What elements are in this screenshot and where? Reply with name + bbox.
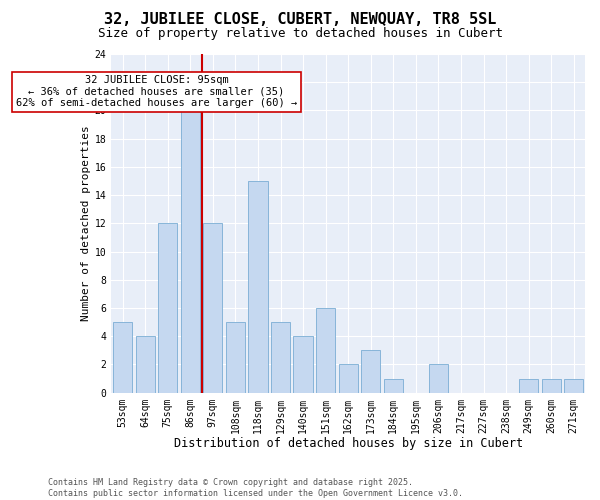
Bar	[248, 181, 268, 392]
Bar	[113, 322, 132, 392]
Bar	[383, 378, 403, 392]
Bar	[203, 224, 223, 392]
X-axis label: Distribution of detached houses by size in Cubert: Distribution of detached houses by size …	[173, 437, 523, 450]
Bar	[271, 322, 290, 392]
Text: 32, JUBILEE CLOSE, CUBERT, NEWQUAY, TR8 5SL: 32, JUBILEE CLOSE, CUBERT, NEWQUAY, TR8 …	[104, 12, 496, 28]
Text: 32 JUBILEE CLOSE: 95sqm
← 36% of detached houses are smaller (35)
62% of semi-de: 32 JUBILEE CLOSE: 95sqm ← 36% of detache…	[16, 75, 297, 108]
Bar	[564, 378, 583, 392]
Bar	[361, 350, 380, 393]
Y-axis label: Number of detached properties: Number of detached properties	[80, 126, 91, 321]
Bar	[542, 378, 561, 392]
Bar	[338, 364, 358, 392]
Bar	[181, 110, 200, 392]
Text: Size of property relative to detached houses in Cubert: Size of property relative to detached ho…	[97, 28, 503, 40]
Bar	[293, 336, 313, 392]
Bar	[519, 378, 538, 392]
Bar	[158, 224, 178, 392]
Bar	[136, 336, 155, 392]
Text: Contains HM Land Registry data © Crown copyright and database right 2025.
Contai: Contains HM Land Registry data © Crown c…	[48, 478, 463, 498]
Bar	[429, 364, 448, 392]
Bar	[226, 322, 245, 392]
Bar	[316, 308, 335, 392]
